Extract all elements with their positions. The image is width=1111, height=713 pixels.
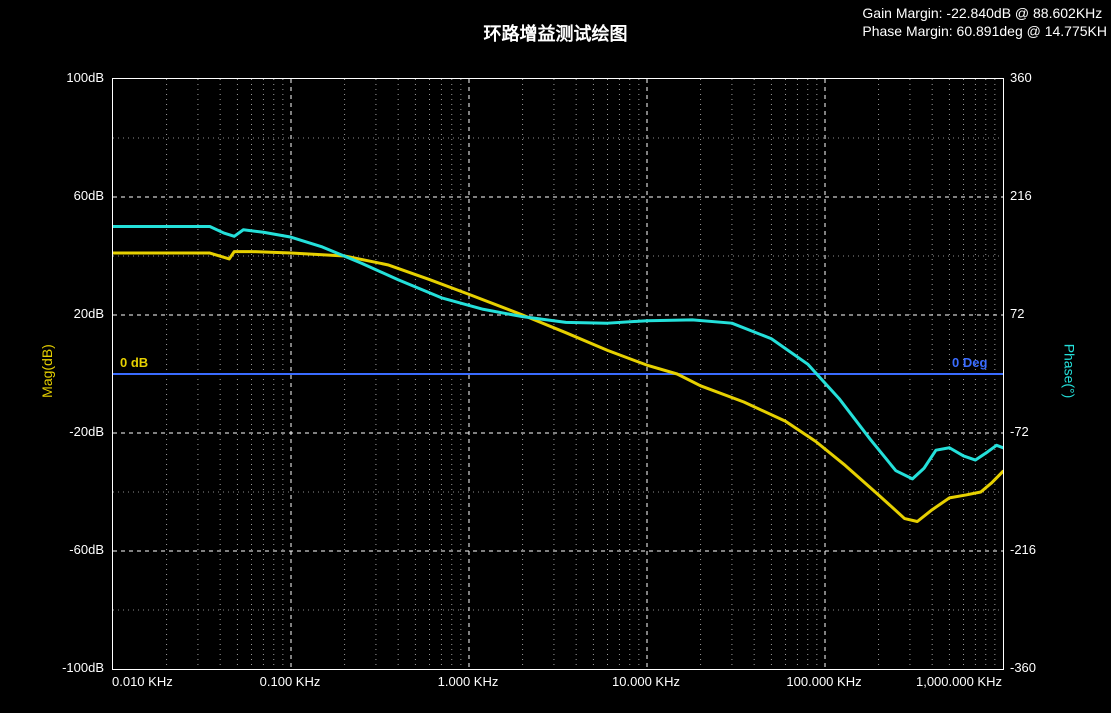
yright-tick-label: 360 — [1010, 70, 1032, 85]
yleft-tick-label: 20dB — [74, 306, 104, 321]
yleft-tick-label: -100dB — [62, 660, 104, 675]
plot-area[interactable] — [112, 78, 1004, 670]
bode-plot-container: Gain Margin: -22.840dB @ 88.602KHz Phase… — [0, 0, 1111, 713]
y-axis-right-label: Phase(°) — [1061, 344, 1077, 399]
gain-margin-text: Gain Margin: -22.840dB @ 88.602KHz — [862, 4, 1107, 22]
yright-tick-label: 216 — [1010, 188, 1032, 203]
yleft-tick-label: -60dB — [69, 542, 104, 557]
x-tick-label: 100.000 KHz — [786, 674, 861, 689]
yright-tick-label: -216 — [1010, 542, 1036, 557]
margin-readout: Gain Margin: -22.840dB @ 88.602KHz Phase… — [862, 4, 1107, 40]
x-tick-label: 1,000.000 KHz — [916, 674, 1002, 689]
yright-tick-label: -72 — [1010, 424, 1029, 439]
yright-tick-label: -360 — [1010, 660, 1036, 675]
yleft-tick-label: -20dB — [69, 424, 104, 439]
phase-margin-text: Phase Margin: 60.891deg @ 14.775KH — [862, 22, 1107, 40]
x-tick-label: 0.010 KHz — [112, 674, 173, 689]
zero-db-label: 0 dB — [120, 355, 148, 370]
yright-tick-label: 72 — [1010, 306, 1024, 321]
yleft-tick-label: 60dB — [74, 188, 104, 203]
yleft-tick-label: 100dB — [66, 70, 104, 85]
x-tick-label: 1.000 KHz — [438, 674, 499, 689]
y-axis-left-label: Mag(dB) — [39, 344, 55, 398]
plot-svg — [113, 79, 1003, 669]
zero-deg-label: 0 Deg — [952, 355, 987, 370]
x-tick-label: 0.100 KHz — [260, 674, 321, 689]
x-tick-label: 10.000 KHz — [612, 674, 680, 689]
chart-title: 环路增益测试绘图 — [484, 20, 628, 46]
